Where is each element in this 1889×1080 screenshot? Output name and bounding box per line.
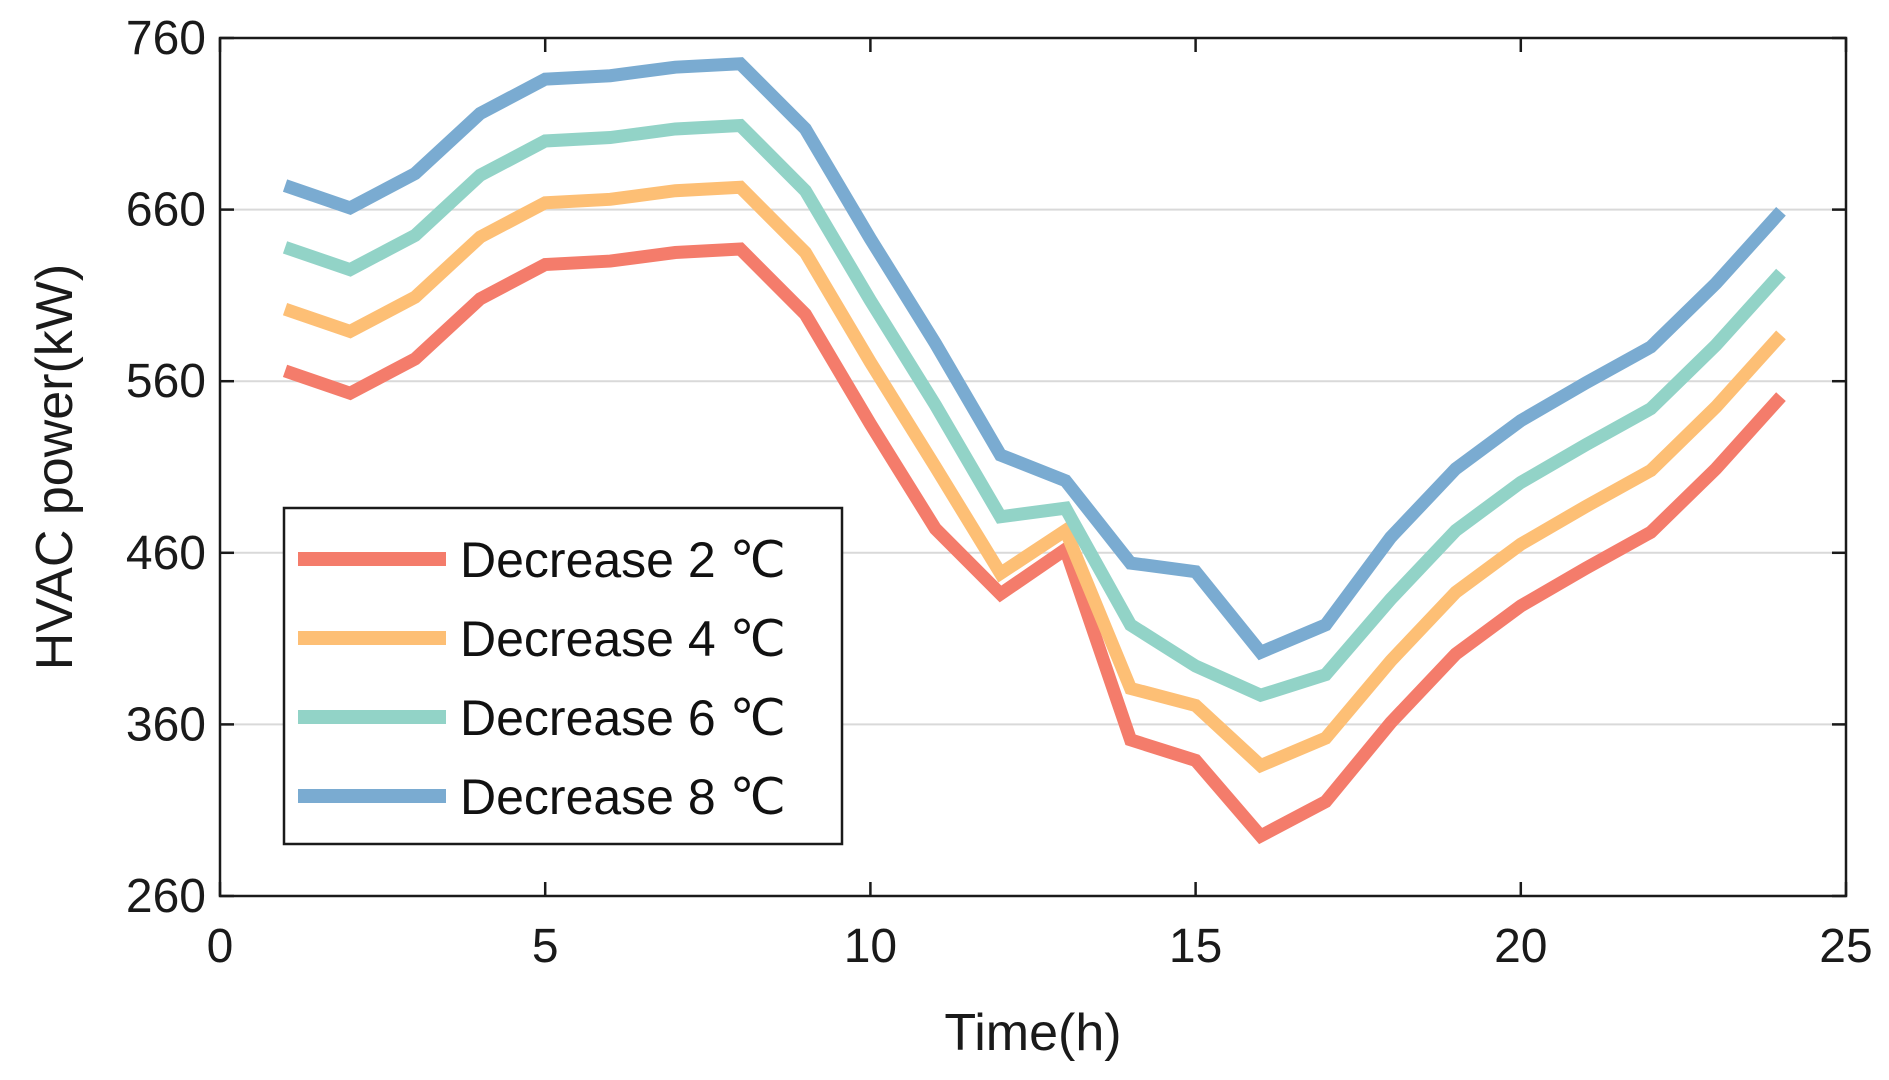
x-tick-label: 0 (207, 920, 234, 973)
x-axis-label: Time(h) (944, 1004, 1121, 1062)
series-lines (282, 57, 1786, 845)
x-tick-label: 15 (1169, 920, 1222, 973)
legend-label: Decrease 8 ℃ (460, 769, 786, 825)
legend-label: Decrease 4 ℃ (460, 611, 786, 667)
x-tick-label: 5 (532, 920, 559, 973)
legend-label: Decrease 6 ℃ (460, 690, 786, 746)
series-line-1 (282, 242, 1786, 845)
y-tick-label: 260 (126, 870, 206, 923)
y-tick-label: 560 (126, 355, 206, 408)
x-tick-label: 20 (1494, 920, 1547, 973)
series-line-3 (282, 118, 1786, 703)
x-tick-label: 25 (1819, 920, 1872, 973)
y-tick-label: 360 (126, 698, 206, 751)
axis-ticks: 260 360 460 560 660 760 0 5 10 15 20 25 (126, 12, 1873, 973)
series-line-2 (282, 180, 1786, 774)
legend: Decrease 2 ℃ Decrease 4 ℃ Decrease 6 ℃ Decr… (282, 506, 844, 846)
legend-label: Decrease 2 ℃ (460, 532, 786, 588)
y-tick-label: 460 (126, 527, 206, 580)
x-tick-label: 10 (844, 920, 897, 973)
y-tick-label: 760 (126, 12, 206, 65)
series-line-4 (282, 57, 1786, 661)
plot-frame (218, 36, 1848, 898)
y-axis-label: HVAC power(kW) (26, 264, 84, 670)
y-tick-label: 660 (126, 184, 206, 237)
